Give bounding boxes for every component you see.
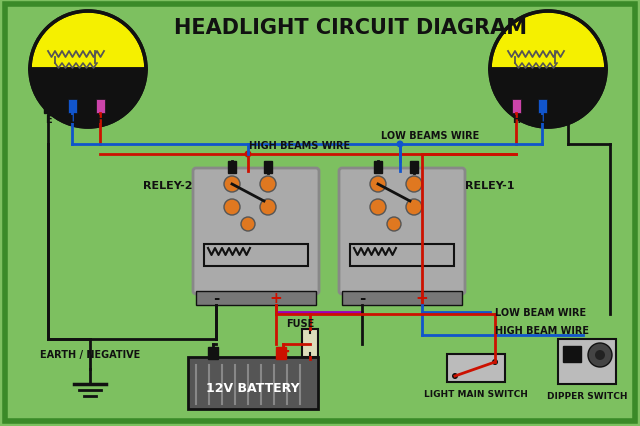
FancyBboxPatch shape xyxy=(193,169,319,294)
Text: E: E xyxy=(45,115,51,125)
Text: RELEY-2: RELEY-2 xyxy=(143,181,193,190)
Circle shape xyxy=(588,343,612,367)
Bar xyxy=(228,161,236,173)
Text: HEADLIGHT CIRCUIT DIAGRAM: HEADLIGHT CIRCUIT DIAGRAM xyxy=(173,18,527,38)
Text: +: + xyxy=(415,291,428,306)
Circle shape xyxy=(224,177,240,193)
Text: -: - xyxy=(209,342,216,360)
Text: HIGH BEAM WIRE: HIGH BEAM WIRE xyxy=(495,325,589,335)
Circle shape xyxy=(244,151,252,158)
Bar xyxy=(204,245,308,266)
Text: L: L xyxy=(69,115,75,125)
Text: -: - xyxy=(359,291,365,306)
Bar xyxy=(512,100,521,114)
Bar xyxy=(538,100,547,114)
Circle shape xyxy=(260,177,276,193)
Text: FUSE: FUSE xyxy=(286,318,314,328)
Text: H: H xyxy=(96,115,104,125)
Bar xyxy=(44,102,52,114)
Bar xyxy=(196,291,316,305)
Text: +: + xyxy=(276,342,290,360)
Circle shape xyxy=(452,373,458,379)
Text: -: - xyxy=(213,291,219,306)
Circle shape xyxy=(397,141,403,148)
Text: LOW BEAM WIRE: LOW BEAM WIRE xyxy=(495,307,586,317)
Bar xyxy=(264,161,272,173)
Wedge shape xyxy=(490,12,606,70)
Circle shape xyxy=(241,218,255,231)
Text: DIPPER SWITCH: DIPPER SWITCH xyxy=(547,391,627,400)
Text: LOW BEAMS WIRE: LOW BEAMS WIRE xyxy=(381,131,479,141)
Bar xyxy=(188,357,318,409)
Text: H: H xyxy=(512,115,520,125)
Bar xyxy=(208,347,218,359)
Bar xyxy=(68,100,77,114)
Bar xyxy=(96,100,105,114)
Text: LIGHT MAIN SWITCH: LIGHT MAIN SWITCH xyxy=(424,389,528,398)
Bar xyxy=(276,347,286,359)
Circle shape xyxy=(260,199,276,216)
Bar xyxy=(558,339,616,384)
Circle shape xyxy=(370,199,386,216)
Text: RELEY-1: RELEY-1 xyxy=(465,181,515,190)
Circle shape xyxy=(595,350,605,360)
Circle shape xyxy=(387,218,401,231)
Circle shape xyxy=(406,177,422,193)
Wedge shape xyxy=(30,12,146,70)
Circle shape xyxy=(492,359,498,365)
Text: +: + xyxy=(269,291,282,306)
Circle shape xyxy=(370,177,386,193)
Wedge shape xyxy=(30,70,146,128)
Bar xyxy=(563,346,581,362)
Circle shape xyxy=(406,199,422,216)
Circle shape xyxy=(224,199,240,216)
Bar xyxy=(342,291,462,305)
Text: L: L xyxy=(539,115,545,125)
Wedge shape xyxy=(490,70,606,128)
Bar xyxy=(447,354,505,382)
Text: E: E xyxy=(564,115,572,125)
Bar xyxy=(564,102,572,114)
Bar xyxy=(302,329,318,357)
Bar xyxy=(374,161,382,173)
Bar xyxy=(410,161,418,173)
Bar xyxy=(350,245,454,266)
Text: 12V BATTERY: 12V BATTERY xyxy=(206,382,300,394)
Text: EARTH / NEGATIVE: EARTH / NEGATIVE xyxy=(40,349,140,359)
FancyBboxPatch shape xyxy=(339,169,465,294)
Text: HIGH BEAMS WIRE: HIGH BEAMS WIRE xyxy=(250,141,351,151)
